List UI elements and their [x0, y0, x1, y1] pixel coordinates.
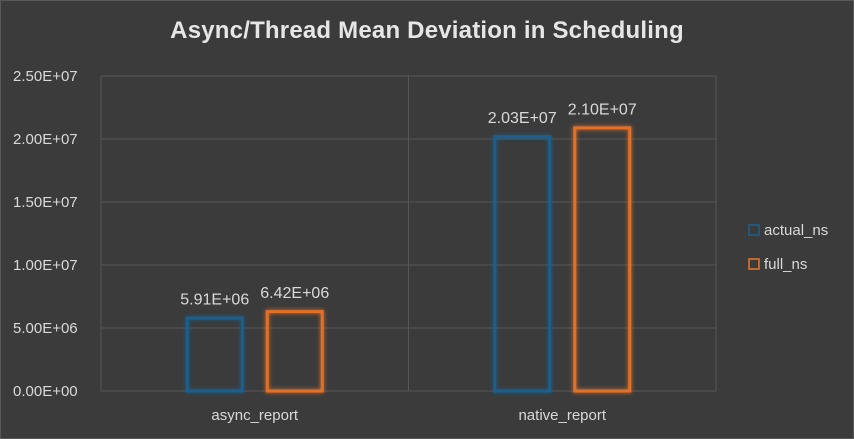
y-tick-label: 2.00E+07 [13, 131, 78, 148]
y-tick-label: 1.50E+07 [13, 194, 78, 211]
y-tick-label: 1.00E+07 [13, 257, 78, 274]
legend-label: full_ns [764, 256, 807, 273]
bar-full_ns-native_report [573, 126, 632, 393]
legend-swatch [748, 224, 760, 236]
data-label: 2.03E+07 [488, 110, 557, 127]
bar-full_ns-async_report [265, 310, 324, 393]
bar-actual_ns-async_report [185, 316, 244, 393]
legend-label: actual_ns [764, 222, 828, 239]
bar-actual_ns-native_report [493, 135, 552, 393]
y-tick-label: 0.00E+00 [13, 383, 78, 400]
data-label: 2.10E+07 [568, 101, 637, 118]
x-category-label: native_report [518, 407, 606, 424]
legend-swatch [748, 258, 760, 270]
legend-entry-actual_ns: actual_ns [748, 222, 828, 239]
data-label: 6.42E+06 [260, 285, 329, 302]
chart-title: Async/Thread Mean Deviation in Schedulin… [170, 17, 684, 44]
legend-entry-full_ns: full_ns [748, 256, 807, 273]
y-tick-label: 2.50E+07 [13, 68, 78, 85]
y-tick-label: 5.00E+06 [13, 320, 78, 337]
x-category-label: async_report [211, 407, 299, 424]
data-label: 5.91E+06 [180, 292, 249, 309]
